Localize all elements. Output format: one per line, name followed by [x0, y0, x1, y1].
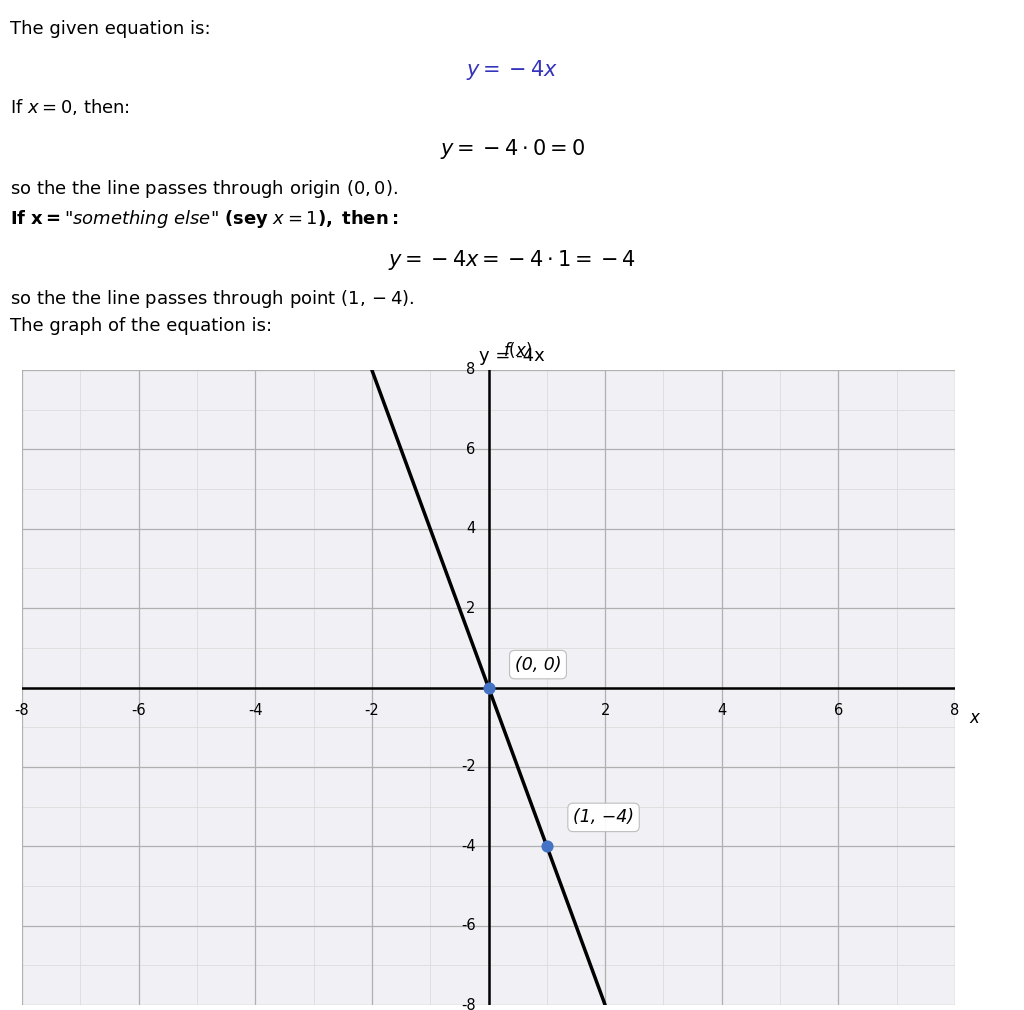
- Text: 6: 6: [834, 703, 843, 717]
- Text: $x$: $x$: [969, 709, 982, 727]
- Text: 6: 6: [466, 442, 476, 457]
- Text: $y = -4x$: $y = -4x$: [466, 58, 558, 82]
- Text: 2: 2: [600, 703, 610, 717]
- Point: [539, 838, 555, 854]
- Text: y = -4x: y = -4x: [479, 347, 545, 365]
- Text: 2: 2: [466, 601, 476, 616]
- Text: 4: 4: [717, 703, 726, 717]
- Point: [480, 680, 497, 696]
- Text: -6: -6: [131, 703, 146, 717]
- Text: $\bf{If\ x = }$"$\it{something\ else}$"$\bf{\ (sey\ }$$x = 1$$\bf{),\ then:}$: $\bf{If\ x = }$"$\it{something\ else}$"$…: [10, 208, 398, 230]
- Text: -8: -8: [461, 998, 476, 1010]
- Text: The graph of the equation is:: The graph of the equation is:: [10, 317, 272, 335]
- Text: -8: -8: [14, 703, 30, 717]
- Text: -6: -6: [461, 918, 476, 933]
- Text: If $x = 0$, then:: If $x = 0$, then:: [10, 97, 130, 117]
- Text: $f(x)$: $f(x)$: [503, 340, 532, 361]
- Text: The given equation is:: The given equation is:: [10, 20, 211, 38]
- Text: -4: -4: [248, 703, 262, 717]
- Text: -2: -2: [365, 703, 379, 717]
- Text: 8: 8: [950, 703, 959, 717]
- Text: -4: -4: [461, 838, 476, 853]
- Text: (0, 0): (0, 0): [515, 655, 561, 674]
- Text: -2: -2: [461, 760, 476, 775]
- Text: (1, −4): (1, −4): [573, 808, 634, 826]
- Text: so the the line passes through point $(1, -4)$.: so the the line passes through point $(1…: [10, 288, 415, 310]
- Text: 4: 4: [466, 521, 476, 536]
- Text: $y = -4x = -4 \cdot 1 = -4$: $y = -4x = -4 \cdot 1 = -4$: [388, 248, 636, 272]
- Text: so the the line passes through origin $(0, 0)$.: so the the line passes through origin $(…: [10, 178, 398, 200]
- Text: $y = -4 \cdot 0 = 0$: $y = -4 \cdot 0 = 0$: [439, 137, 585, 161]
- Text: 8: 8: [466, 363, 476, 378]
